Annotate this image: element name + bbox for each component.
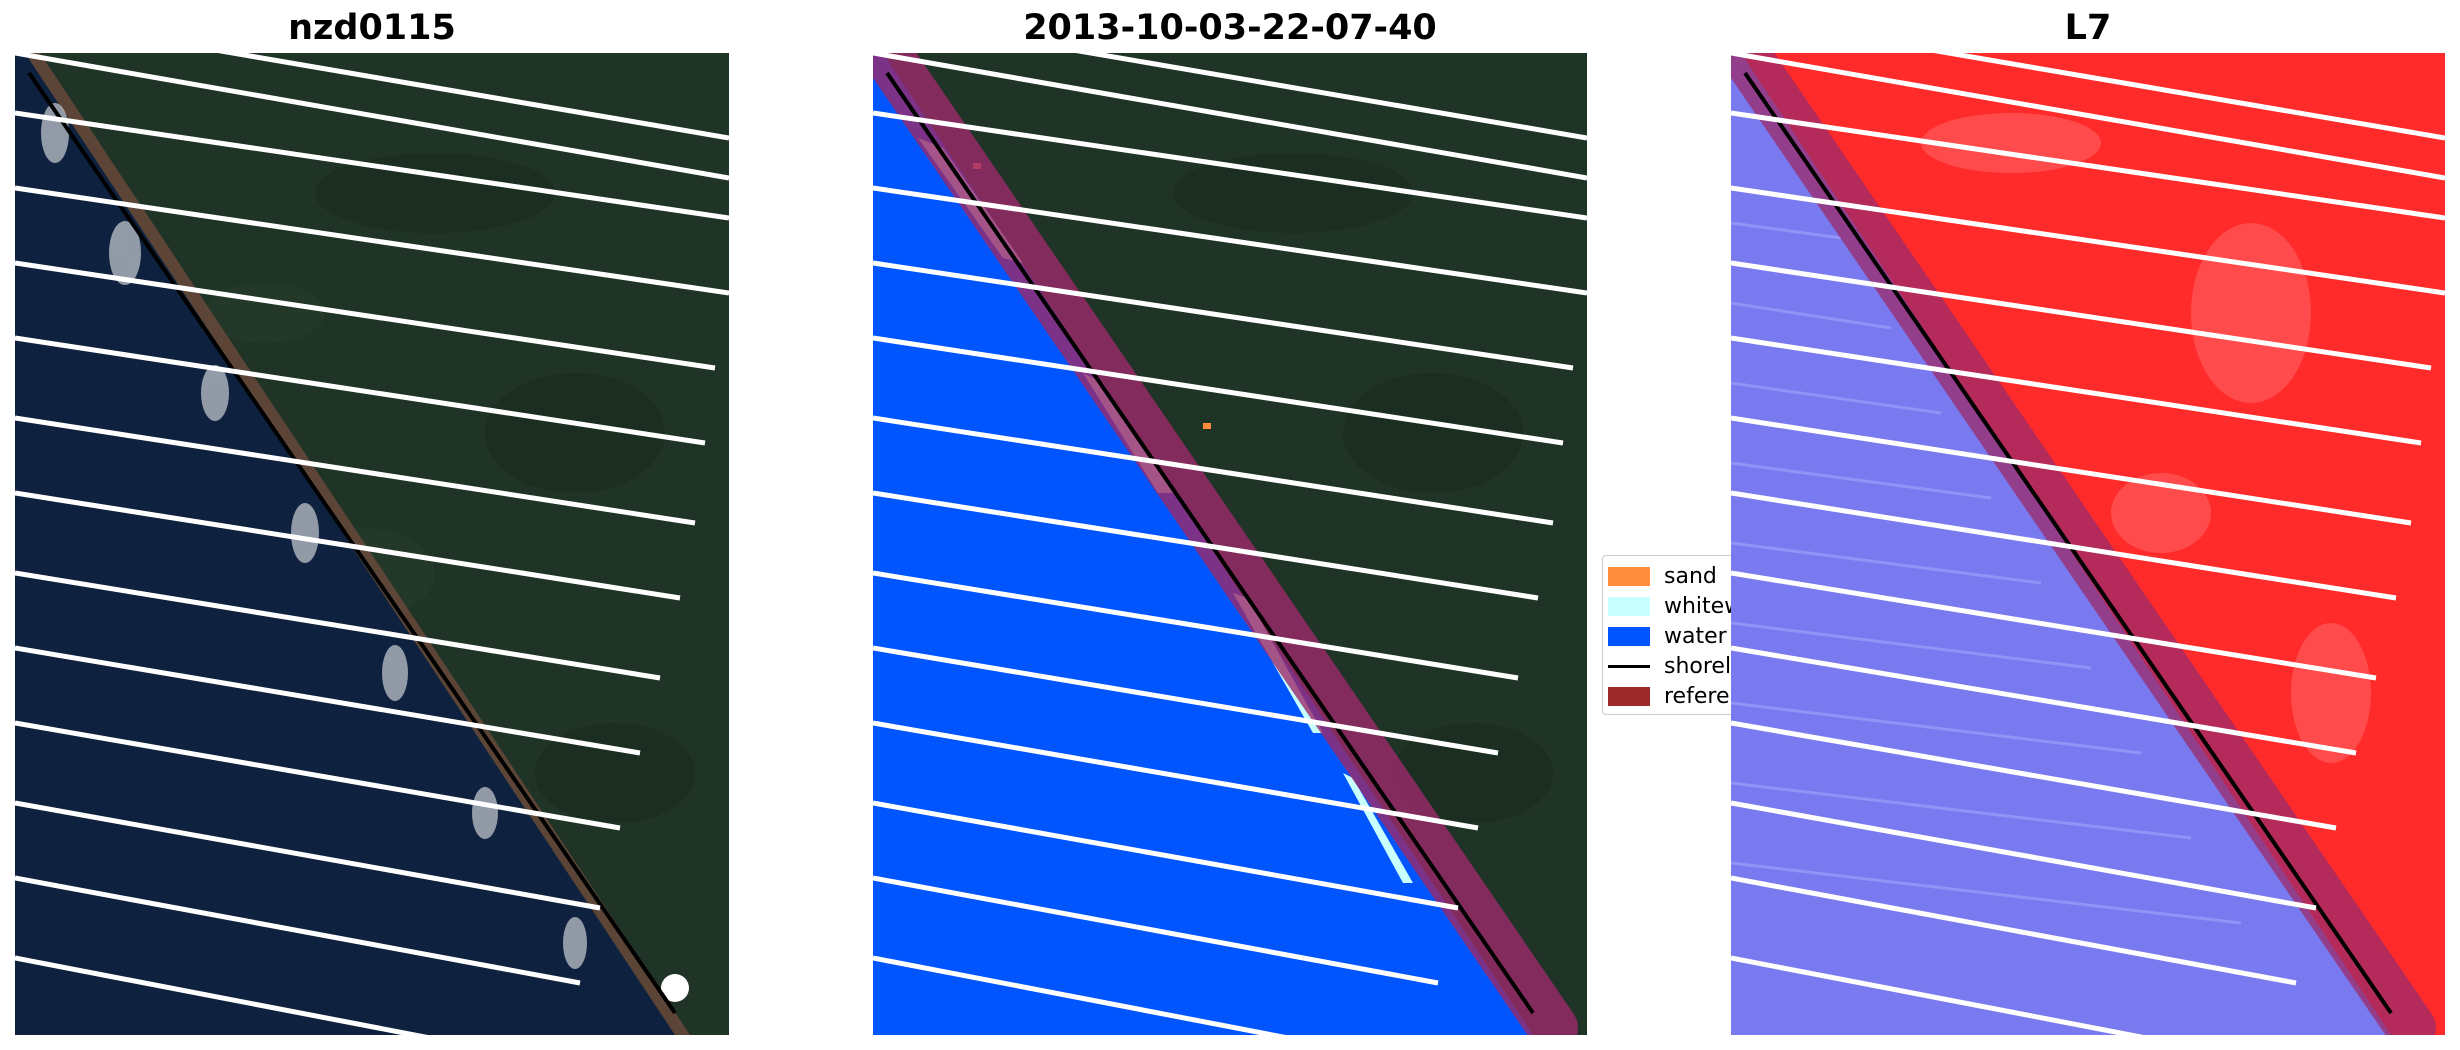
scan-line-gaps <box>15 53 729 1035</box>
legend-line-shoreline <box>1608 664 1650 668</box>
legend-label: water <box>1664 623 1727 649</box>
panel-title-rgb: nzd0115 <box>288 8 456 48</box>
probability-panel <box>1731 53 2445 1035</box>
shoreline-line <box>1743 71 2393 1015</box>
satellite-rgb-image <box>15 53 729 1035</box>
scan-line-gaps <box>1731 53 2445 1035</box>
panel-title-probability: L7 <box>2064 8 2112 48</box>
classified-image <box>873 53 1587 1035</box>
legend-swatch-sand <box>1608 566 1650 586</box>
scan-line-gaps <box>873 53 1587 1035</box>
legend-swatch-water <box>1608 626 1650 646</box>
probability-image <box>1731 53 2445 1035</box>
panel-title-classified: 2013-10-03-22-07-40 <box>1023 8 1437 48</box>
sand-class-speck <box>1203 423 1211 429</box>
legend-item-reference: reference <box>1603 681 1741 711</box>
satellite-rgb-panel <box>15 53 729 1035</box>
legend-swatch-reference <box>1608 686 1650 706</box>
legend-swatch-whitewater <box>1608 596 1650 616</box>
classified-panel <box>873 53 1587 1035</box>
legend-item-shoreline: shoreline <box>1603 651 1741 681</box>
legend-label: shoreline <box>1664 653 1741 679</box>
legend-item-sand: sand <box>1603 561 1717 591</box>
legend-item-water: water <box>1603 621 1727 651</box>
reference-band <box>873 53 1578 1035</box>
shoreline-line <box>885 71 1535 1015</box>
legend-label: reference <box>1664 683 1741 709</box>
reference-band <box>1731 53 2436 1035</box>
foam-blob <box>661 974 689 1002</box>
legend-label: sand <box>1664 563 1717 589</box>
shoreline-line <box>27 71 677 1015</box>
